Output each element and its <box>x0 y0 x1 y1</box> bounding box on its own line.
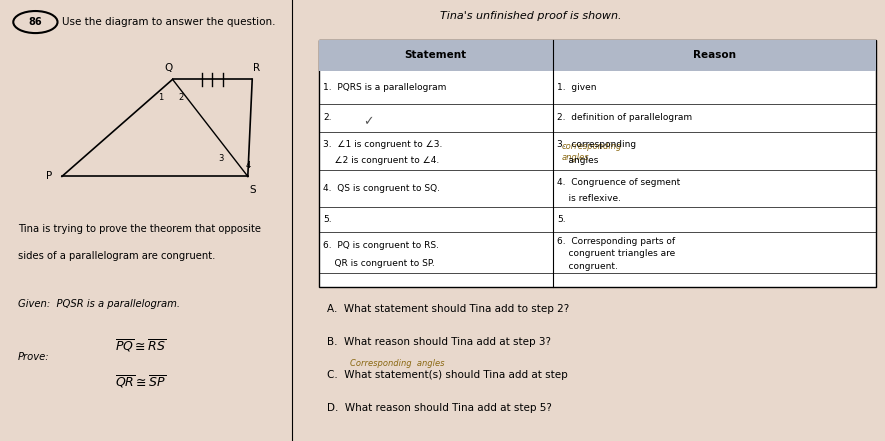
Text: R: R <box>253 63 260 73</box>
Text: Tina is trying to prove the theorem that opposite: Tina is trying to prove the theorem that… <box>18 224 261 234</box>
Text: ∠2 is congruent to ∠4.: ∠2 is congruent to ∠4. <box>323 156 439 165</box>
Text: C.  What statement(s) should Tina add at step: C. What statement(s) should Tina add at … <box>327 370 568 380</box>
Text: 3.  ∠1 is congruent to ∠3.: 3. ∠1 is congruent to ∠3. <box>323 140 442 149</box>
Text: 1: 1 <box>158 93 164 101</box>
Text: 3.  corresponding: 3. corresponding <box>558 140 636 149</box>
FancyBboxPatch shape <box>319 40 876 71</box>
Text: 6.  PQ is congruent to RS.: 6. PQ is congruent to RS. <box>323 241 439 250</box>
Text: ✓: ✓ <box>363 115 373 128</box>
Text: QR is congruent to SP.: QR is congruent to SP. <box>323 259 435 268</box>
Text: 5.: 5. <box>558 215 566 224</box>
Text: A.  What statement should Tina add to step 2?: A. What statement should Tina add to ste… <box>327 304 570 314</box>
Text: $\overline{PQ} \cong \overline{RS}$: $\overline{PQ} \cong \overline{RS}$ <box>115 338 166 355</box>
Text: D.  What reason should Tina add at step 5?: D. What reason should Tina add at step 5… <box>327 403 552 413</box>
Text: 2: 2 <box>179 93 184 101</box>
Text: 3: 3 <box>219 154 224 163</box>
Text: 4: 4 <box>245 161 250 170</box>
Text: $\overline{QR} \cong \overline{SP}$: $\overline{QR} \cong \overline{SP}$ <box>115 373 166 390</box>
Text: 2.: 2. <box>323 113 332 123</box>
Text: is reflexive.: is reflexive. <box>558 194 621 203</box>
Text: Prove:: Prove: <box>18 352 50 362</box>
Text: Reason: Reason <box>693 50 736 60</box>
Text: corresponding
angles: corresponding angles <box>562 142 622 162</box>
FancyBboxPatch shape <box>319 40 876 287</box>
Text: P: P <box>45 172 52 181</box>
Text: B.  What reason should Tina add at step 3?: B. What reason should Tina add at step 3… <box>327 337 551 347</box>
Text: Given:  PQSR is a parallelogram.: Given: PQSR is a parallelogram. <box>18 299 180 309</box>
Text: Corresponding  angles: Corresponding angles <box>350 359 444 368</box>
Text: 4.  Congruence of segment: 4. Congruence of segment <box>558 178 681 187</box>
Text: 5.: 5. <box>323 215 332 224</box>
Text: Q: Q <box>164 63 173 73</box>
Text: 2.  definition of parallelogram: 2. definition of parallelogram <box>558 113 692 123</box>
Text: 1.  PQRS is a parallelogram: 1. PQRS is a parallelogram <box>323 82 446 92</box>
Text: 4.  QS is congruent to SQ.: 4. QS is congruent to SQ. <box>323 184 440 193</box>
Text: Use the diagram to answer the question.: Use the diagram to answer the question. <box>62 17 275 27</box>
Text: 6.  Corresponding parts of: 6. Corresponding parts of <box>558 236 675 246</box>
Text: S: S <box>249 185 256 195</box>
Text: angles: angles <box>558 156 598 165</box>
Text: sides of a parallelogram are congruent.: sides of a parallelogram are congruent. <box>18 251 215 261</box>
Text: congruent.: congruent. <box>558 262 618 271</box>
Text: 1.  given: 1. given <box>558 82 596 92</box>
Text: congruent triangles are: congruent triangles are <box>558 249 675 258</box>
Text: Statement: Statement <box>404 50 466 60</box>
Text: 86: 86 <box>28 17 42 27</box>
Text: Tina's unfinished proof is shown.: Tina's unfinished proof is shown. <box>440 11 622 21</box>
